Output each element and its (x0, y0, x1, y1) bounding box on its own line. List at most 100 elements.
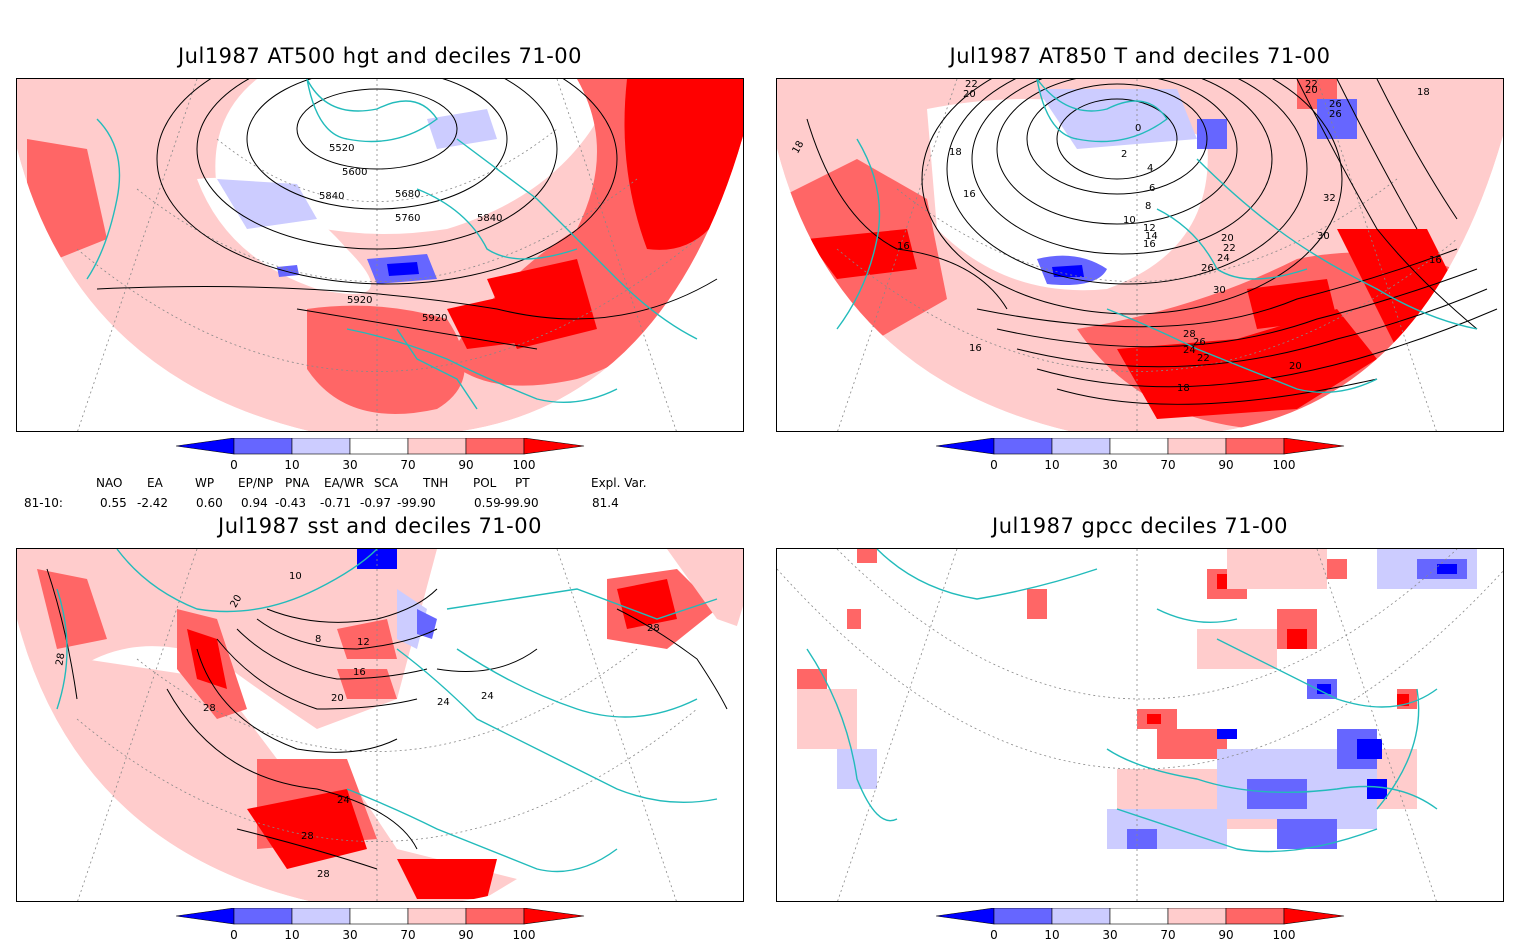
colorbar-t850: 0 10 30 70 90 100 (935, 437, 1346, 478)
colorbar-swatch (1109, 437, 1169, 455)
colorbar-swatch (291, 907, 351, 925)
colorbar-tick: 100 (512, 928, 536, 942)
map-t850: 22 20 18 18 16 16 16 10 12 14 16 2 0 4 6… (776, 78, 1504, 432)
colorbar-swatch (993, 907, 1053, 925)
index-header: Expl. Var. (591, 476, 647, 490)
contour-label: 18 (949, 147, 962, 158)
index-header: EP/NP (238, 476, 274, 490)
colorbar-swatch (1109, 907, 1169, 925)
contour-label: 5600 (342, 167, 367, 178)
colorbar-swatch (291, 437, 351, 455)
colorbar-swatch (993, 437, 1053, 455)
map-hgt: 5520 5600 5680 5760 5840 5840 5920 5920 (16, 78, 744, 432)
contour-label: 18 (1417, 87, 1430, 98)
contour-label: 18 (1177, 383, 1190, 394)
contour-label: 20 (331, 693, 344, 704)
colorbar-tick: 10 (1044, 928, 1060, 942)
contour-label: 16 (353, 667, 366, 678)
index-value: 0.59 (474, 496, 501, 510)
colorbar-swatch (1167, 437, 1227, 455)
contour-label: 20 (1305, 85, 1318, 96)
contour-label: 16 (897, 241, 910, 252)
index-header: NAO (96, 476, 123, 490)
contour-label: 16 (1429, 255, 1442, 266)
colorbar-swatch (407, 437, 467, 455)
colorbar-tick: 70 (1160, 928, 1176, 942)
contour-label: 2 (1121, 149, 1127, 160)
panel-title-gpcc: Jul1987 gpcc deciles 71-00 (992, 514, 1288, 538)
index-value: -99.90 (397, 496, 436, 510)
index-value: -2.42 (137, 496, 169, 510)
contour-label: 24 (1217, 253, 1230, 264)
index-header: PNA (285, 476, 310, 490)
contour-label: 4 (1147, 163, 1153, 174)
contour-label: 20 (1289, 361, 1302, 372)
contour-label: 5920 (422, 313, 447, 324)
index-header: EA/WR (324, 476, 365, 490)
index-row-label: 81-10: (24, 496, 63, 510)
index-value: 0.94 (241, 496, 268, 510)
contour-label: 8 (315, 634, 321, 645)
colorbar-hgt: 0 10 30 70 90 100 (175, 437, 586, 478)
colorbar-tick: 30 (1102, 458, 1118, 472)
index-header: TNH (423, 476, 449, 490)
colorbar-tick: 30 (342, 458, 358, 472)
contour-label: 20 (963, 89, 976, 100)
contour-label: 24 (481, 691, 494, 702)
colorbar-tick: 0 (990, 458, 998, 472)
colorbar-swatch (233, 907, 293, 925)
contour-label: 0 (1135, 123, 1141, 134)
colorbar-tick: 70 (400, 458, 416, 472)
colorbar-tick: 90 (458, 928, 474, 942)
contour-label: 10 (289, 571, 302, 582)
colorbar-swatch (407, 907, 467, 925)
colorbar-swatch (1051, 907, 1111, 925)
contour-label: 14 (1145, 231, 1158, 242)
contour-label: 12 (1143, 223, 1156, 234)
contour-label: 22 (1223, 243, 1236, 254)
colorbar-swatch (465, 437, 525, 455)
colorbar-swatch (523, 437, 585, 455)
contour-label: 28 (301, 831, 314, 842)
colorbar-swatch (523, 907, 585, 925)
teleconnection-indices: NAO EA WP EP/NP PNA EA/WR SCA TNH POL PT… (0, 476, 760, 512)
contour-label: 24 (437, 697, 450, 708)
colorbar-swatch (1225, 907, 1285, 925)
contour-label: 5680 (395, 189, 420, 200)
contour-label: 5840 (477, 213, 502, 224)
colorbar-swatch (349, 907, 409, 925)
colorbar-swatch (233, 437, 293, 455)
index-value: -0.71 (320, 496, 352, 510)
map-gpcc (776, 548, 1504, 902)
index-value: -0.97 (360, 496, 392, 510)
colorbar-tick: 30 (1102, 928, 1118, 942)
colorbar-tick: 0 (990, 928, 998, 942)
panel-title-t850: Jul1987 AT850 T and deciles 71-00 (949, 44, 1331, 68)
colorbar-tick: 10 (284, 458, 300, 472)
index-header: EA (147, 476, 163, 490)
contour-label: 26 (1329, 99, 1342, 110)
contour-label: 26 (1201, 263, 1214, 274)
contour-label: 30 (1317, 231, 1330, 242)
contour-label: 26 (1329, 109, 1342, 120)
contour-label: 30 (1213, 285, 1226, 296)
index-header: SCA (374, 476, 399, 490)
contour-label: 28 (203, 703, 216, 714)
contour-label: 5760 (395, 213, 420, 224)
contour-label: 32 (1323, 193, 1336, 204)
map-sst: 28 20 10 8 12 16 20 24 24 28 24 28 28 28 (16, 548, 744, 902)
colorbar-swatch (935, 437, 995, 455)
colorbar-tick: 100 (1272, 458, 1296, 472)
contour-label: 5520 (329, 143, 354, 154)
contour-label: 12 (357, 637, 370, 648)
contour-label: 5920 (347, 295, 372, 306)
panel-title-sst: Jul1987 sst and deciles 71-00 (218, 514, 542, 538)
colorbar-swatch (935, 907, 995, 925)
contour-label: 16 (969, 343, 982, 354)
panel-title-hgt: Jul1987 AT500 hgt and deciles 71-00 (177, 44, 583, 68)
colorbar-tick: 90 (1218, 458, 1234, 472)
contour-label: 16 (1143, 239, 1156, 250)
colorbar-swatch (1225, 437, 1285, 455)
colorbar-tick: 90 (458, 458, 474, 472)
index-value: -99.90 (500, 496, 539, 510)
